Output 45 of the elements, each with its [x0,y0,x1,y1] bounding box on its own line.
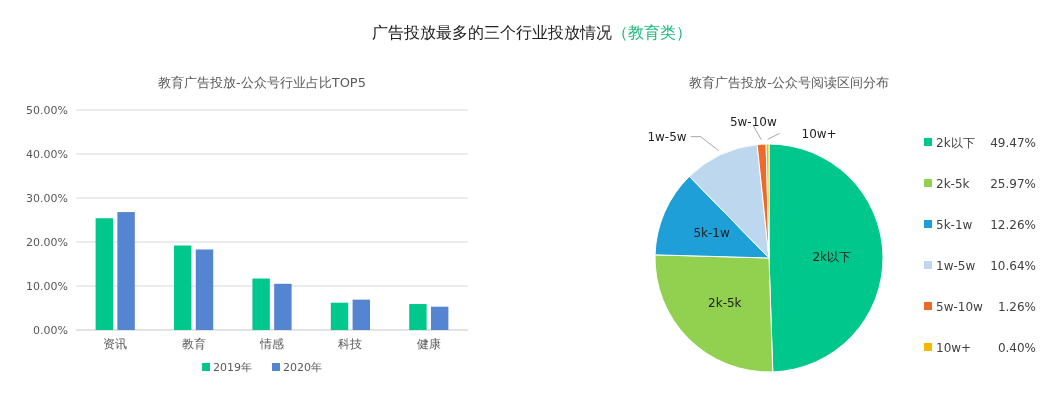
x-tick-label: 科技 [338,337,363,351]
x-tick-label: 健康 [416,337,441,351]
chart-title: 教育广告投放-公众号行业占比TOP5 [158,75,366,90]
x-tick-label: 教育 [181,337,206,351]
x-tick-label: 情感 [259,337,284,351]
data-label: 10.64% [990,259,1036,274]
bar [252,278,270,330]
bar [409,304,427,330]
legend-label: 5k-1w [936,218,973,233]
y-tick-label: 20.00% [26,235,68,249]
legend-label: 2019年 [213,361,252,374]
slice-label: 5k-1w [693,226,730,241]
text: （教育类） [612,23,692,42]
data-label: 12.26% [990,218,1036,233]
data-label: 49.47% [990,136,1036,151]
legend-label: 2020年 [283,361,322,374]
bar [117,212,135,330]
bar [195,249,214,330]
y-tick-label: 40.00% [26,147,68,161]
chart-title: 教育广告投放-公众号阅读区间分布 [689,75,889,90]
bar [430,306,449,330]
y-tick-label: 30.00% [26,191,68,205]
slice-label: 1w-5w [647,129,687,144]
data-label: 0.40% [997,341,1036,356]
legend-label: 1w-5w [936,259,976,274]
y-tick-label: 10.00% [26,279,68,293]
legend-label: 2k-5k [936,177,970,192]
slice-label: 2k以下 [812,250,851,265]
legend-label: 2k以下 [936,136,975,151]
legend-label: 5w-10w [936,300,984,315]
text: 广告投放最多的三个行业投放情况 [372,23,612,42]
bar [95,218,114,330]
legend-label: 10w+ [936,341,972,356]
category-label: 10w+ [801,126,837,141]
slice-label: 2k-5k [708,295,742,310]
data-label: 1.26% [997,300,1036,315]
y-tick-label: 0.00% [33,323,68,337]
x-tick-label: 资讯 [103,337,128,351]
bar [274,283,292,330]
bar [330,302,349,330]
bar [174,245,192,330]
y-tick-label: 50.00% [26,103,68,117]
slice-label: 5w-10w [729,114,777,129]
data-label: 25.97% [990,177,1036,192]
bar [352,299,370,330]
